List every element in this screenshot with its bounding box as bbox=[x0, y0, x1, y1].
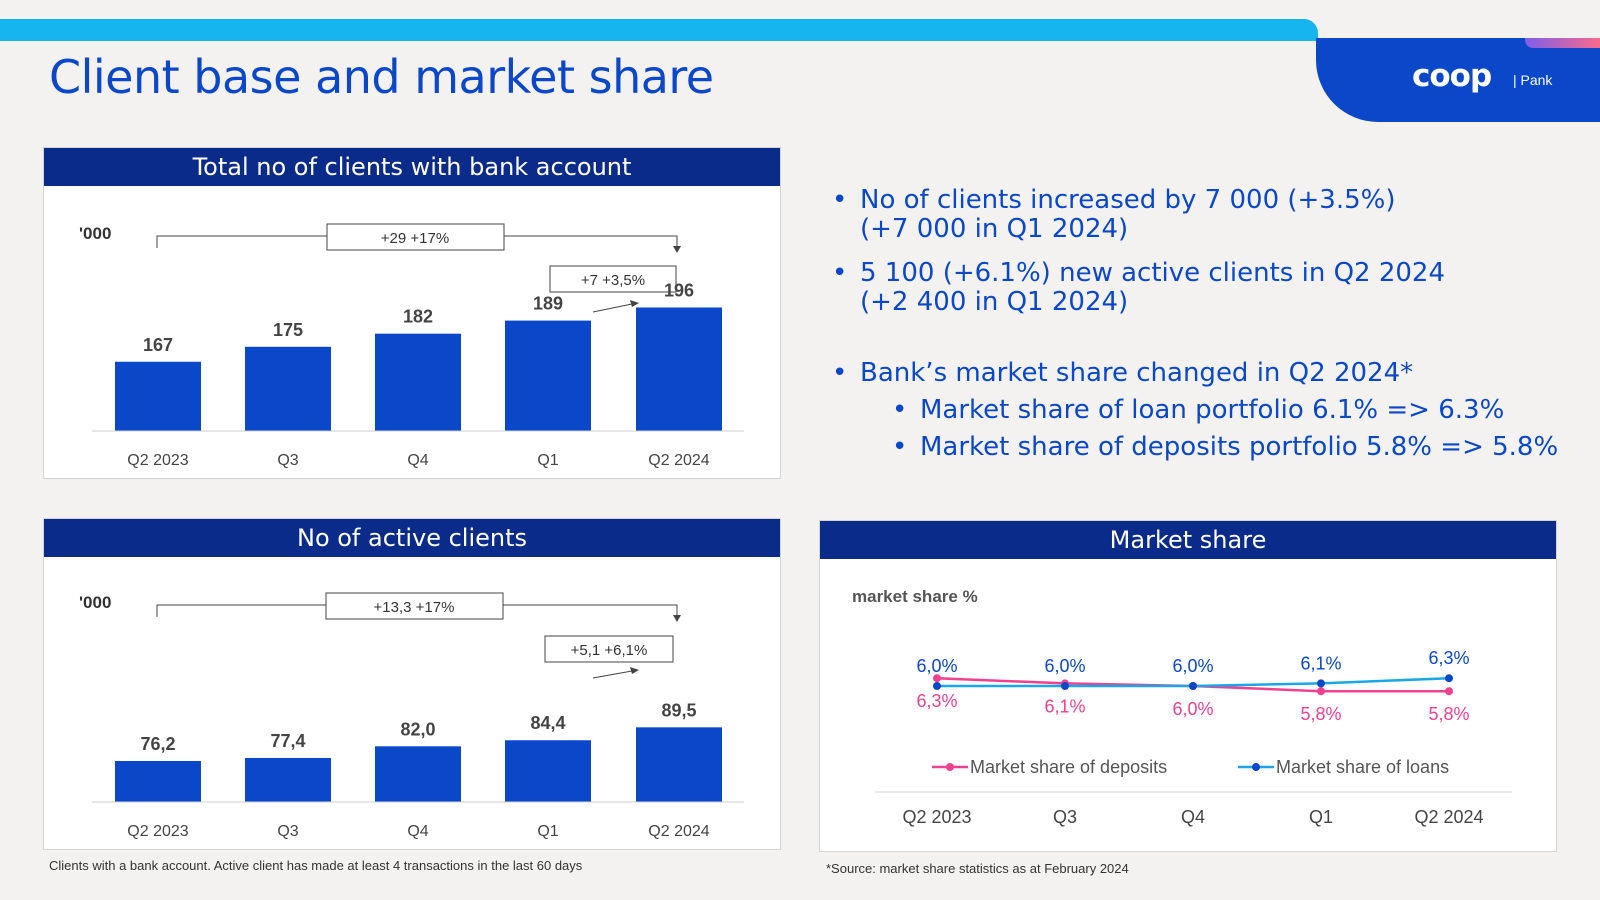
footnote-definitions: Clients with a bank account. Active clie… bbox=[49, 858, 583, 873]
bar bbox=[375, 746, 461, 802]
quarter-change-arrowhead bbox=[630, 667, 639, 674]
data-point bbox=[933, 674, 941, 683]
data-label: 6,1% bbox=[1300, 653, 1341, 673]
x-tick-label: Q4 bbox=[1181, 807, 1205, 827]
market-share-panel-title: Market share bbox=[820, 521, 1556, 559]
data-point bbox=[1445, 674, 1453, 683]
total-change-label: +13,3 +17% bbox=[374, 599, 455, 616]
top-accent-bar bbox=[0, 19, 1318, 41]
bar bbox=[505, 740, 591, 802]
total-change-label: +29 +17% bbox=[381, 230, 449, 247]
market-share-panel: Market share market share % 6,3% 6,1% 6,0%… bbox=[819, 520, 1557, 852]
bullet-deposit-share: Market share of deposits portfolio 5.8% … bbox=[892, 433, 1558, 463]
legend-swatch-marker bbox=[946, 763, 954, 771]
data-point bbox=[1317, 687, 1325, 696]
x-tick-label: Q1 bbox=[537, 452, 558, 469]
data-label: 6,1% bbox=[1044, 696, 1085, 716]
x-tick-label: Q2 2023 bbox=[902, 807, 971, 827]
data-label: 6,3% bbox=[1428, 648, 1469, 668]
data-label: 5,8% bbox=[1300, 704, 1341, 724]
bar bbox=[115, 361, 201, 431]
bullet-clients-increase: No of clients increased by 7 000 (+3.5%)… bbox=[832, 186, 1558, 244]
data-label: 5,8% bbox=[1428, 704, 1469, 724]
data-point bbox=[1061, 682, 1069, 690]
bar bbox=[636, 727, 722, 802]
total-change-box bbox=[325, 592, 504, 620]
total-change-arrowhead bbox=[673, 615, 681, 622]
data-point bbox=[1189, 682, 1197, 690]
data-label: 82,0 bbox=[400, 719, 435, 739]
x-tick-label: Q2 2024 bbox=[648, 823, 709, 840]
unit-label: '000 bbox=[79, 224, 111, 243]
x-tick-label: Q2 2024 bbox=[1414, 807, 1483, 827]
logo-accent-strip bbox=[1525, 38, 1600, 48]
quarter-change-arrow bbox=[592, 670, 633, 679]
summary-bullets: No of clients increased by 7 000 (+3.5%)… bbox=[832, 186, 1558, 463]
data-label: 6,0% bbox=[1172, 699, 1213, 719]
legend-label: Market share of deposits bbox=[970, 757, 1167, 777]
quarter-change-box bbox=[544, 635, 674, 663]
x-tick-label: Q1 bbox=[1309, 807, 1333, 827]
x-tick-label: Q1 bbox=[537, 823, 558, 840]
data-label: 189 bbox=[533, 294, 563, 314]
x-tick-label: Q4 bbox=[407, 452, 428, 469]
legend-swatch-marker bbox=[1252, 763, 1260, 771]
data-point bbox=[933, 682, 941, 690]
x-tick-label: Q3 bbox=[277, 452, 298, 469]
data-label: 84,4 bbox=[530, 713, 565, 733]
quarter-change-label: +7 +3,5% bbox=[581, 272, 645, 289]
x-tick-label: Q2 2023 bbox=[127, 823, 188, 840]
x-tick-label: Q2 2024 bbox=[648, 452, 709, 469]
data-label: 89,5 bbox=[661, 700, 696, 720]
data-label: 175 bbox=[273, 320, 303, 340]
market-share-line-chart: market share % 6,3% 6,1% 6,0% 5,8% 5,8% 6,0% 6… bbox=[852, 587, 1512, 827]
legend-label: Market share of loans bbox=[1276, 757, 1449, 777]
line-chart-ylabel: market share % bbox=[852, 587, 978, 606]
data-label: 6,0% bbox=[1044, 656, 1085, 676]
active-clients-panel-title: No of active clients bbox=[44, 519, 780, 557]
coop-logo: coop bbox=[1412, 58, 1492, 94]
quarter-change-arrowhead bbox=[630, 300, 639, 307]
bar bbox=[245, 757, 331, 802]
data-label: 6,3% bbox=[916, 691, 957, 711]
data-label: 196 bbox=[664, 280, 694, 300]
x-tick-label: Q2 2023 bbox=[127, 452, 188, 469]
data-label: 6,0% bbox=[916, 656, 957, 676]
clients-panel: Total no of clients with bank account '0… bbox=[43, 147, 781, 479]
total-change-arrowhead bbox=[673, 246, 681, 253]
logo-badge bbox=[1316, 38, 1600, 122]
bar bbox=[375, 333, 461, 431]
data-label: 167 bbox=[143, 335, 173, 355]
data-label: 77,4 bbox=[270, 731, 305, 751]
data-point bbox=[1317, 679, 1325, 688]
data-point bbox=[1445, 687, 1453, 696]
quarter-change-box bbox=[549, 265, 677, 293]
quarter-change-label: +5,1 +6,1% bbox=[571, 642, 648, 659]
bullet-active-clients: 5 100 (+6.1%) new active clients in Q2 2… bbox=[832, 259, 1558, 317]
total-change-box bbox=[326, 223, 505, 251]
clients-bar-chart: '000 +29 +17% +7 +3,5% 167 Q2 2023 175 Q3 18… bbox=[79, 223, 744, 469]
x-tick-label: Q3 bbox=[1053, 807, 1077, 827]
unit-label: '000 bbox=[79, 593, 111, 612]
bar bbox=[115, 760, 201, 802]
data-label: 182 bbox=[403, 307, 433, 327]
bar bbox=[505, 320, 591, 431]
data-label: 6,0% bbox=[1172, 656, 1213, 676]
bullet-loan-share: Market share of loan portfolio 6.1% => 6… bbox=[892, 396, 1558, 426]
x-tick-label: Q4 bbox=[407, 823, 428, 840]
x-tick-label: Q3 bbox=[277, 823, 298, 840]
page-title: Client base and market share bbox=[49, 50, 714, 104]
pank-logo-label: | Pank bbox=[1513, 72, 1553, 88]
bar bbox=[636, 307, 722, 431]
quarter-change-arrow bbox=[592, 303, 633, 313]
active-clients-panel: No of active clients '000 +13,3 +17% +5,… bbox=[43, 518, 781, 850]
bullet-market-share: Bank’s market share changed in Q2 2024* bbox=[832, 359, 1558, 389]
clients-panel-title: Total no of clients with bank account bbox=[44, 148, 780, 186]
bar bbox=[245, 346, 331, 431]
footnote-source: *Source: market share statistics as at F… bbox=[826, 861, 1129, 876]
active-clients-bar-chart: '000 +13,3 +17% +5,1 +6,1% 76,2 Q2 2023 77… bbox=[79, 592, 744, 840]
data-label: 76,2 bbox=[140, 734, 175, 754]
